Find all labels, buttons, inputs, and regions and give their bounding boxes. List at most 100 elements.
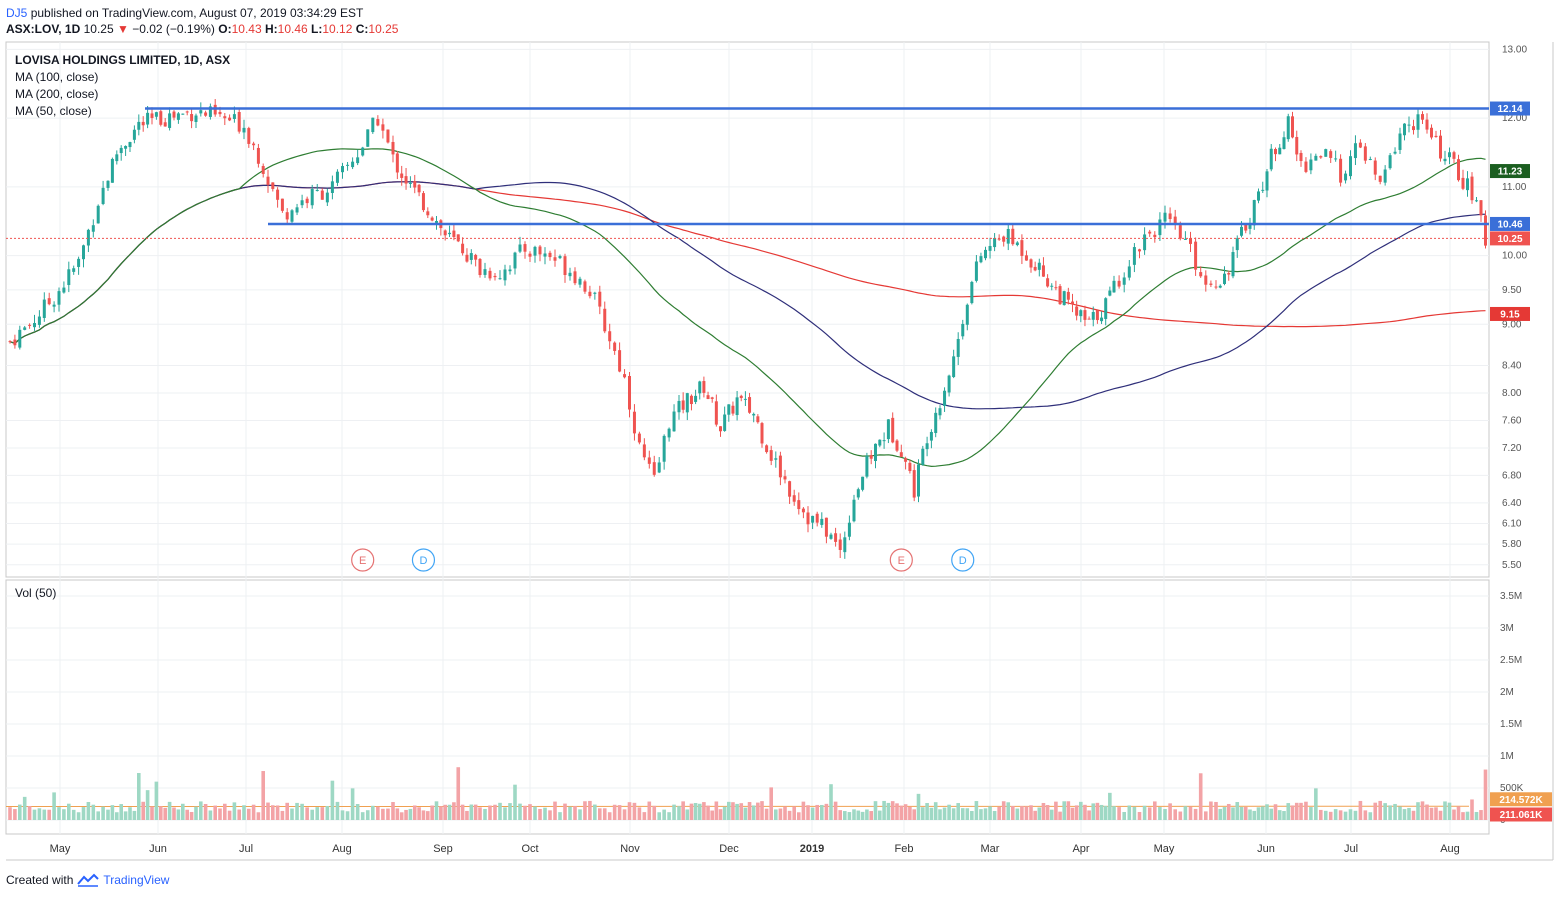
candle-body xyxy=(961,323,965,337)
candle-body xyxy=(1214,286,1218,288)
volume-bar xyxy=(543,807,547,820)
candle-body xyxy=(608,331,612,342)
candle-body xyxy=(400,173,404,178)
volume-bar xyxy=(1142,805,1147,820)
volume-bar xyxy=(371,805,375,820)
candle-body xyxy=(1218,285,1222,288)
candle-body xyxy=(637,433,641,443)
candle-body xyxy=(417,184,421,193)
candle-body xyxy=(47,298,51,305)
volume-bar xyxy=(1083,804,1087,820)
volume-bar xyxy=(1243,806,1248,820)
event-marker[interactable] xyxy=(951,548,975,572)
price-tick-label: 9.50 xyxy=(1502,285,1522,296)
price-tick-label: 6.40 xyxy=(1502,498,1522,509)
volume-bar xyxy=(1158,807,1162,820)
volume-bar xyxy=(1062,801,1066,820)
month-label: Jul xyxy=(239,843,253,855)
event-marker[interactable] xyxy=(411,548,436,572)
candle-body xyxy=(285,212,289,220)
month-label: May xyxy=(50,843,71,855)
candle-body xyxy=(232,114,236,119)
candle-body xyxy=(194,115,198,122)
candle-body xyxy=(748,397,752,413)
candle-body xyxy=(1178,225,1182,239)
volume-bar xyxy=(285,802,289,820)
candle-body xyxy=(77,258,81,267)
candle-body xyxy=(1324,149,1328,157)
volume-bar xyxy=(1147,807,1152,820)
candle-body xyxy=(1278,147,1282,155)
volume-bar xyxy=(508,803,512,820)
volume-bar xyxy=(1204,811,1208,820)
legend-ma200[interactable]: MA (200, close) xyxy=(15,87,99,101)
last-price: 10.25 xyxy=(83,22,114,36)
candle-body xyxy=(1117,280,1121,287)
volume-bar xyxy=(194,806,198,820)
candle-body xyxy=(1231,252,1235,277)
candle-body xyxy=(1314,155,1318,161)
author-name[interactable]: DJ5 xyxy=(6,6,28,20)
footer-brand[interactable]: TradingView xyxy=(103,873,170,887)
volume-bar xyxy=(878,810,882,820)
volume-bar xyxy=(1294,802,1299,820)
volume-bar xyxy=(13,809,17,820)
event-label[interactable]: E xyxy=(359,555,366,567)
volume-bar xyxy=(395,808,400,820)
candle-body xyxy=(652,462,656,475)
price-badge-label: 9.15 xyxy=(1500,309,1520,320)
legend-ma50[interactable]: MA (50, close) xyxy=(15,104,92,118)
volume-bar xyxy=(751,805,756,820)
volume-bar xyxy=(983,808,988,820)
candle-body xyxy=(57,291,61,305)
event-label[interactable]: D xyxy=(959,555,967,567)
candle-body xyxy=(756,416,760,423)
price-tick-label: 8.00 xyxy=(1502,388,1522,399)
candle-body xyxy=(1244,225,1248,231)
volume-bar xyxy=(578,809,582,820)
volume-bar xyxy=(890,801,895,820)
horizontal-lines[interactable] xyxy=(6,107,1489,239)
volume-bar xyxy=(523,805,527,820)
candle-body xyxy=(132,129,136,140)
month-label: Aug xyxy=(1440,843,1460,855)
event-label[interactable]: E xyxy=(898,555,905,567)
candle-body xyxy=(623,374,627,378)
candle-body xyxy=(295,207,299,213)
volume-bar xyxy=(208,810,213,820)
candle-body xyxy=(739,395,743,399)
legend-volume[interactable]: Vol (50) xyxy=(15,586,57,600)
candle-body xyxy=(204,112,208,116)
volume-bar xyxy=(42,809,47,820)
volume-bar xyxy=(1465,811,1470,820)
volume-bar xyxy=(232,802,237,820)
candle-body xyxy=(513,252,517,269)
volume-bar xyxy=(320,807,325,820)
candle-body xyxy=(413,181,417,188)
publish-info: published on TradingView.com, August 07,… xyxy=(30,6,364,20)
candle-body xyxy=(228,117,232,121)
candle-body xyxy=(783,476,787,480)
volume-bar xyxy=(718,809,723,820)
volume-bar xyxy=(558,812,562,820)
volume-bar xyxy=(417,807,421,820)
legend-ma100[interactable]: MA (100, close) xyxy=(15,70,99,84)
event-marker[interactable] xyxy=(889,548,913,572)
candle-body xyxy=(743,398,747,400)
candle-body xyxy=(469,253,473,260)
volume-bar xyxy=(350,788,355,820)
volume-bar xyxy=(119,804,123,820)
month-label: Jun xyxy=(149,843,167,855)
volume-bar xyxy=(145,790,150,820)
candle-body xyxy=(618,350,622,372)
candle-body xyxy=(934,412,938,434)
volume-bar xyxy=(1049,809,1054,820)
event-label[interactable]: D xyxy=(419,555,427,567)
price-tick-label: 7.60 xyxy=(1502,415,1522,426)
volume-bar xyxy=(412,805,417,820)
volume-bar xyxy=(1461,812,1465,820)
event-marker[interactable] xyxy=(351,548,375,572)
volume-bar xyxy=(1137,811,1142,820)
